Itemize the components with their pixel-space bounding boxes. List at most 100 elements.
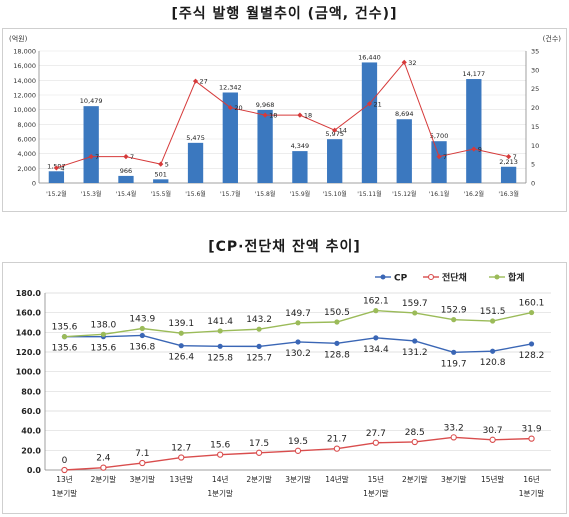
data-label: 28.5: [405, 428, 425, 438]
bar-amount: [257, 109, 273, 183]
count-value-label: 9: [478, 146, 482, 154]
count-value-label: 7: [513, 153, 517, 161]
series-marker-2: [61, 334, 68, 340]
series-marker-2: [256, 326, 262, 332]
x-tick-label: '16.3월: [498, 190, 519, 198]
data-label: 27.7: [366, 429, 386, 439]
y-right-tick-label: 0: [531, 180, 535, 188]
series-marker-1: [489, 436, 496, 443]
data-label: 12.7: [171, 444, 191, 454]
legend-label: 전단채: [442, 272, 467, 284]
y-left-tick-label: 8,000: [17, 121, 36, 129]
x-tick-label: 3분기말: [285, 475, 311, 484]
series-marker-1: [139, 459, 146, 467]
data-label: 131.2: [402, 348, 428, 358]
stock-issuance-chart-panel: (억원) (건수) 0 2,000 4,000 6,000 8,000 10,000 12,00…: [2, 28, 567, 212]
y-left-tick-label: 4,000: [17, 150, 36, 158]
series-marker-1: [178, 454, 185, 461]
x-tick-sublabel: 1분기말: [52, 489, 78, 498]
y-left-tick-label: 12,000: [13, 92, 36, 100]
y-right-tick-label: 20: [531, 104, 539, 112]
cp-balance-chart-panel: 0.0 20.0 40.0 60.0 80.0 100.0 120.0 140.0 160.0 1…: [2, 262, 567, 514]
series-marker-2: [334, 319, 340, 325]
data-label: 128.8: [324, 350, 350, 360]
line-count: [56, 61, 509, 169]
data-label: 138.0: [91, 320, 117, 330]
bar-value-label: 16,440: [358, 53, 381, 61]
series-marker-1: [255, 449, 263, 456]
bar-value-label: 14,177: [462, 70, 485, 78]
bar-value-label: 5,700: [430, 132, 449, 140]
data-label: 19.5: [288, 437, 308, 447]
y-left-tick-label: 18,000: [13, 48, 36, 56]
bar-amount: [396, 119, 412, 183]
series-marker-2: [451, 317, 457, 323]
x-tick-label: '15.4월: [116, 190, 137, 198]
data-label: 31.9: [522, 425, 542, 435]
legend-label: CP: [394, 274, 408, 284]
data-label: 150.5: [324, 308, 350, 318]
series-marker-0: [139, 332, 145, 339]
bar-amount: [500, 166, 517, 183]
data-label: 135.6: [52, 323, 78, 333]
chart-title-stock-issuance: [주식 발행 월별추이 (금액, 건수)]: [171, 6, 398, 22]
count-marker: [192, 78, 199, 84]
series-marker-1: [450, 434, 457, 441]
series-marker-1: [217, 451, 224, 458]
count-marker: [53, 165, 59, 171]
y-tick-label: 0.0: [27, 466, 42, 475]
x-tick-label: 15년: [368, 474, 385, 484]
x-tick-label: 2분기말: [91, 475, 117, 484]
count-value-label: 5: [165, 161, 169, 169]
series-marker-0: [490, 348, 496, 354]
data-label: 135.6: [91, 344, 117, 354]
data-label: 128.2: [519, 351, 545, 361]
series-marker-2: [217, 328, 223, 334]
data-label: 2.4: [96, 454, 111, 464]
count-value-label: 18: [269, 112, 277, 120]
y-right-unit-label: (건수): [543, 34, 562, 43]
y-tick-label: 20.0: [21, 446, 41, 455]
count-value-label: 14: [339, 127, 347, 135]
count-marker: [506, 154, 512, 160]
data-label: 15.6: [210, 441, 230, 451]
data-label: 160.1: [519, 299, 545, 309]
series-marker-0: [217, 343, 223, 349]
x-tick-label: '15.10월: [322, 190, 346, 198]
data-label: 136.8: [129, 342, 155, 352]
legend-label: 합계: [508, 272, 525, 284]
count-marker: [123, 154, 129, 160]
y-right-tick-label: 25: [531, 85, 539, 93]
y-left-tick-label: 2,000: [17, 165, 36, 173]
series-marker-2: [178, 330, 184, 336]
x-tick-label: '15.5월: [150, 190, 171, 198]
x-tick-label: 14년말: [325, 474, 348, 484]
data-label: 143.9: [129, 314, 155, 324]
data-label: 130.2: [285, 349, 311, 359]
y-tick-label: 100.0: [16, 368, 42, 377]
y-left-tick-label: 10,000: [13, 106, 36, 114]
y-right-tick-label: 15: [531, 123, 539, 131]
data-label: 30.7: [483, 426, 503, 436]
data-label: 33.2: [444, 423, 464, 433]
count-marker: [297, 112, 303, 118]
count-value-label: 32: [408, 59, 416, 67]
x-tick-label: 14년: [212, 474, 229, 484]
series-marker-0: [334, 340, 340, 346]
series-marker-2: [295, 320, 301, 326]
bar-amount: [361, 62, 378, 183]
bar-value-label: 966: [120, 167, 132, 175]
x-tick-label: 2분기말: [402, 475, 428, 484]
count-marker: [227, 104, 233, 111]
stock-issuance-chart: (억원) (건수) 0 2,000 4,000 6,000 8,000 10,000 12,00…: [9, 34, 562, 198]
y-right-tick-label: 10: [531, 142, 539, 150]
x-tick-label: '16.1월: [429, 190, 450, 198]
bar-value-label: 9,968: [256, 101, 275, 109]
y-tick-label: 80.0: [21, 387, 41, 396]
count-marker: [158, 161, 164, 167]
data-label: 21.7: [327, 435, 347, 445]
count-marker: [436, 154, 442, 160]
y-right-tick-label: 5: [531, 161, 535, 169]
data-label: 143.2: [246, 315, 272, 325]
series-marker-1: [100, 464, 107, 471]
